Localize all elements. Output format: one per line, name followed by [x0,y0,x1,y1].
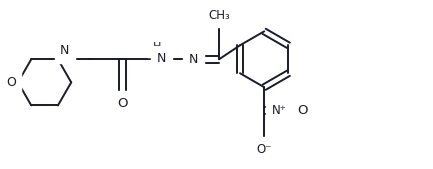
Text: O: O [117,97,128,110]
Text: N: N [189,53,198,66]
Text: H: H [152,42,161,52]
Text: N: N [157,52,166,65]
Text: O⁻: O⁻ [256,143,272,156]
Text: N: N [60,44,69,57]
Text: CH₃: CH₃ [208,9,230,22]
Text: N⁺: N⁺ [272,104,287,117]
Text: O: O [6,76,16,89]
Text: O: O [297,104,308,117]
